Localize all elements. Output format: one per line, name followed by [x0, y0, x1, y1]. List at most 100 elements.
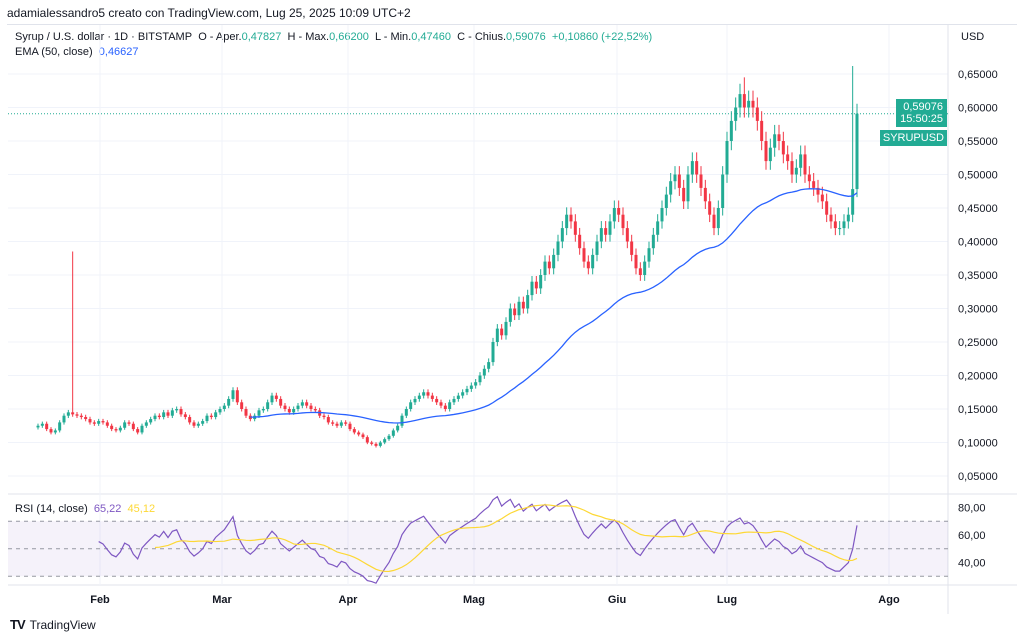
candle-body	[504, 321, 508, 336]
candle-body	[357, 432, 361, 435]
candle-body	[781, 141, 785, 155]
candle-body	[261, 409, 265, 411]
candle-body	[443, 405, 447, 409]
candle-body	[734, 107, 738, 121]
candle-body	[287, 409, 291, 413]
bar-countdown: 15:50:25	[900, 113, 943, 125]
candle-body	[790, 161, 794, 175]
candle-body	[283, 405, 287, 409]
candle-body	[222, 405, 226, 409]
candle-body	[188, 417, 192, 423]
candle-body	[422, 392, 426, 396]
candle-body	[296, 405, 300, 409]
last-price: 0,59076	[903, 101, 943, 113]
candle-body	[92, 422, 96, 424]
rsi-ma-value: 45,12	[127, 503, 156, 515]
candle-body	[84, 417, 88, 420]
candle-body	[179, 409, 183, 415]
candle-body	[625, 228, 629, 242]
open-label: O - Aper.	[198, 31, 242, 43]
candle-body	[79, 415, 83, 418]
currency-label[interactable]: USD	[961, 31, 985, 43]
candle-body	[331, 422, 335, 424]
candle-body	[162, 412, 166, 418]
candle-body	[552, 254, 556, 269]
candle-body	[573, 221, 577, 235]
open-value: 0,47827	[241, 31, 282, 43]
candle-body	[673, 174, 677, 182]
candle-body	[530, 281, 534, 296]
candle-body	[513, 308, 517, 316]
symbol-name[interactable]: Syrup / U.S. dollar · 1D · BITSTAMP	[15, 31, 193, 43]
candle-body	[669, 181, 673, 195]
chart-credit: adamialessandro5 creato con TradingView.…	[7, 6, 411, 20]
candle-body	[326, 417, 330, 423]
candle-body	[97, 421, 101, 424]
y-tick-label: 0,30000	[958, 304, 998, 316]
candle-body	[846, 214, 850, 222]
high-label: H - Max.	[287, 31, 330, 43]
rsi-legend[interactable]: RSI (14, close) 65,22 45,12	[15, 503, 155, 515]
candle-body	[88, 419, 92, 423]
candle-body	[569, 214, 573, 222]
candle-body	[660, 208, 664, 222]
tradingview-brand: TradingView	[29, 617, 96, 632]
candle-body	[257, 410, 261, 416]
candle-body	[370, 442, 374, 444]
x-tick-label: Mar	[212, 594, 232, 606]
candle-body	[812, 181, 816, 188]
candle-body	[218, 409, 222, 413]
x-tick-label: Feb	[90, 594, 110, 606]
candle-body	[755, 107, 759, 121]
candle-body	[396, 425, 400, 431]
candle-body	[339, 422, 343, 426]
candle-body	[71, 412, 75, 415]
candle-body	[465, 388, 469, 393]
candle-body	[101, 421, 105, 423]
candle-body	[378, 442, 382, 446]
y-tick-label: 0,55000	[958, 136, 998, 148]
ema-line	[250, 188, 858, 424]
candle-body	[690, 161, 694, 175]
candle-body	[123, 422, 127, 428]
candle-body	[400, 415, 404, 426]
candle-body	[842, 221, 846, 229]
tradingview-logo[interactable]: TV TradingView	[10, 617, 96, 632]
candle-body	[560, 228, 564, 242]
candle-body	[699, 174, 703, 188]
candle-body	[643, 261, 647, 275]
candle-body	[634, 254, 638, 269]
candle-body	[170, 410, 174, 416]
candle-body	[556, 241, 560, 255]
candle-body	[452, 398, 456, 403]
ema-legend[interactable]: EMA (50, close) 0,46627	[15, 46, 139, 58]
candle-body	[201, 421, 205, 424]
candle-body	[192, 422, 196, 426]
candle-body	[244, 409, 248, 416]
candle-body	[391, 430, 395, 436]
candle-body	[439, 402, 443, 406]
candle-body	[526, 295, 530, 309]
candle-body	[521, 301, 525, 309]
candle-body	[248, 415, 252, 420]
candle-body	[539, 275, 543, 289]
candle-body	[500, 328, 504, 336]
candle-body	[75, 414, 79, 416]
candle-body	[214, 412, 218, 418]
candle-body	[591, 254, 595, 269]
candle-body	[478, 375, 482, 383]
candle-body	[153, 415, 157, 420]
candle-body	[807, 174, 811, 182]
rsi-label: RSI (14, close)	[15, 503, 88, 515]
candle-body	[196, 423, 200, 426]
candle-body	[547, 261, 551, 269]
candle-body	[136, 429, 140, 433]
candle-body	[426, 392, 430, 396]
candle-body	[461, 392, 465, 396]
candle-body	[344, 422, 348, 424]
rsi-line	[98, 495, 858, 584]
low-value: 0,47460	[411, 31, 451, 43]
candle-body	[413, 398, 417, 403]
candle-body	[651, 234, 655, 249]
